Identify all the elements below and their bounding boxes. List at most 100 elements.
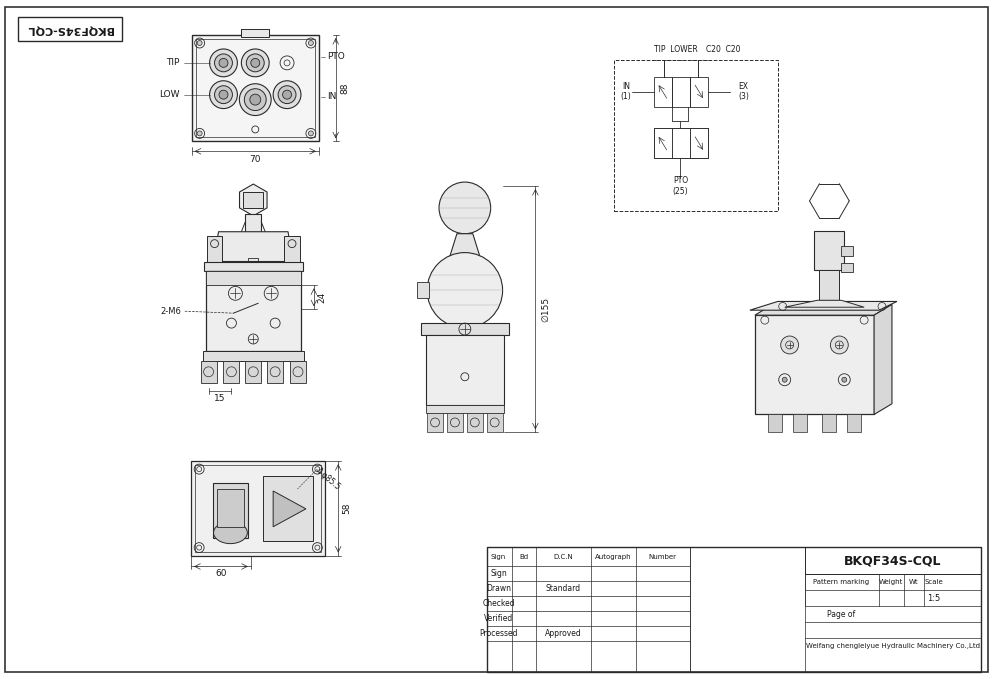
Text: Scale: Scale xyxy=(924,579,943,585)
Circle shape xyxy=(251,58,260,67)
Text: BKQF34S-CQL: BKQF34S-CQL xyxy=(844,554,942,567)
Bar xyxy=(690,128,708,158)
Bar xyxy=(191,461,325,555)
Circle shape xyxy=(782,378,787,382)
Text: PTO: PTO xyxy=(327,52,345,61)
Polygon shape xyxy=(214,232,293,261)
Text: 58: 58 xyxy=(343,502,352,514)
Text: BKQF34S-CQL: BKQF34S-CQL xyxy=(26,24,113,34)
Bar xyxy=(192,35,319,141)
Bar xyxy=(819,270,839,300)
Bar xyxy=(267,361,283,383)
Text: 60: 60 xyxy=(215,569,227,578)
Text: Verified: Verified xyxy=(484,614,513,623)
Circle shape xyxy=(842,378,847,382)
Circle shape xyxy=(781,336,799,354)
Circle shape xyxy=(210,81,237,109)
Bar xyxy=(847,414,861,433)
Text: 24: 24 xyxy=(317,292,326,303)
Bar xyxy=(195,465,321,551)
Polygon shape xyxy=(874,304,892,414)
Text: Wt: Wt xyxy=(909,579,919,585)
Circle shape xyxy=(241,49,269,77)
Bar xyxy=(487,413,503,433)
Circle shape xyxy=(210,49,237,77)
Circle shape xyxy=(830,336,848,354)
Bar xyxy=(290,361,306,383)
Bar xyxy=(241,29,269,37)
Circle shape xyxy=(283,90,292,99)
Circle shape xyxy=(308,41,313,45)
Text: Bd: Bd xyxy=(519,553,528,559)
Bar xyxy=(447,413,463,433)
Bar xyxy=(793,414,807,433)
Text: Page of: Page of xyxy=(827,610,855,619)
Text: LOW: LOW xyxy=(159,90,180,99)
Text: Checked: Checked xyxy=(482,599,515,608)
Text: Sign: Sign xyxy=(491,553,506,559)
Bar xyxy=(841,263,853,272)
Circle shape xyxy=(197,41,202,45)
Text: ∅155: ∅155 xyxy=(542,297,551,322)
Bar xyxy=(206,272,301,285)
Text: Number: Number xyxy=(649,553,677,559)
Bar xyxy=(207,236,222,261)
Bar xyxy=(245,361,261,383)
Bar xyxy=(805,547,981,574)
Bar xyxy=(217,489,244,527)
Text: PTO
(25): PTO (25) xyxy=(673,177,688,196)
Bar xyxy=(672,77,690,107)
Text: TIP  LOWER: TIP LOWER xyxy=(654,45,698,54)
Bar xyxy=(427,413,443,433)
Polygon shape xyxy=(755,304,892,315)
Bar xyxy=(18,17,122,41)
Polygon shape xyxy=(750,301,897,310)
Bar xyxy=(206,272,301,351)
Circle shape xyxy=(197,131,202,136)
Circle shape xyxy=(439,182,491,234)
Text: Standard: Standard xyxy=(546,584,581,593)
Bar xyxy=(672,128,690,158)
Bar xyxy=(467,413,483,433)
Bar xyxy=(204,261,303,272)
Bar xyxy=(245,214,261,232)
Text: Sign: Sign xyxy=(490,569,507,578)
Bar xyxy=(201,361,217,383)
Bar xyxy=(841,246,853,255)
Circle shape xyxy=(239,84,271,115)
Text: C20  C20: C20 C20 xyxy=(706,45,741,54)
Circle shape xyxy=(219,58,228,67)
Bar xyxy=(654,128,708,158)
Circle shape xyxy=(278,86,296,104)
Text: Autograph: Autograph xyxy=(595,553,631,559)
Bar xyxy=(690,547,805,672)
Bar xyxy=(243,192,263,208)
Bar xyxy=(690,77,708,107)
Circle shape xyxy=(246,54,264,72)
Text: 88: 88 xyxy=(340,82,349,94)
Bar xyxy=(654,128,672,158)
Polygon shape xyxy=(240,184,267,216)
Bar xyxy=(822,414,836,433)
Bar xyxy=(654,77,672,107)
Polygon shape xyxy=(785,300,864,307)
Bar xyxy=(487,547,981,672)
Circle shape xyxy=(427,253,503,328)
Text: Weight: Weight xyxy=(879,579,903,585)
Circle shape xyxy=(308,131,313,136)
Circle shape xyxy=(215,86,232,104)
Text: IN
(1): IN (1) xyxy=(620,82,631,101)
Polygon shape xyxy=(273,491,306,527)
Bar xyxy=(203,351,304,361)
Text: EX
(3): EX (3) xyxy=(738,82,749,101)
Bar xyxy=(768,414,782,433)
Text: Drawn: Drawn xyxy=(486,584,511,593)
Text: 15: 15 xyxy=(214,394,226,403)
Circle shape xyxy=(250,94,261,105)
Ellipse shape xyxy=(214,521,247,544)
Polygon shape xyxy=(447,234,483,265)
Bar xyxy=(426,335,504,405)
Text: 4-φ85.5: 4-φ85.5 xyxy=(313,466,342,492)
Bar xyxy=(284,236,300,261)
Circle shape xyxy=(273,81,301,109)
